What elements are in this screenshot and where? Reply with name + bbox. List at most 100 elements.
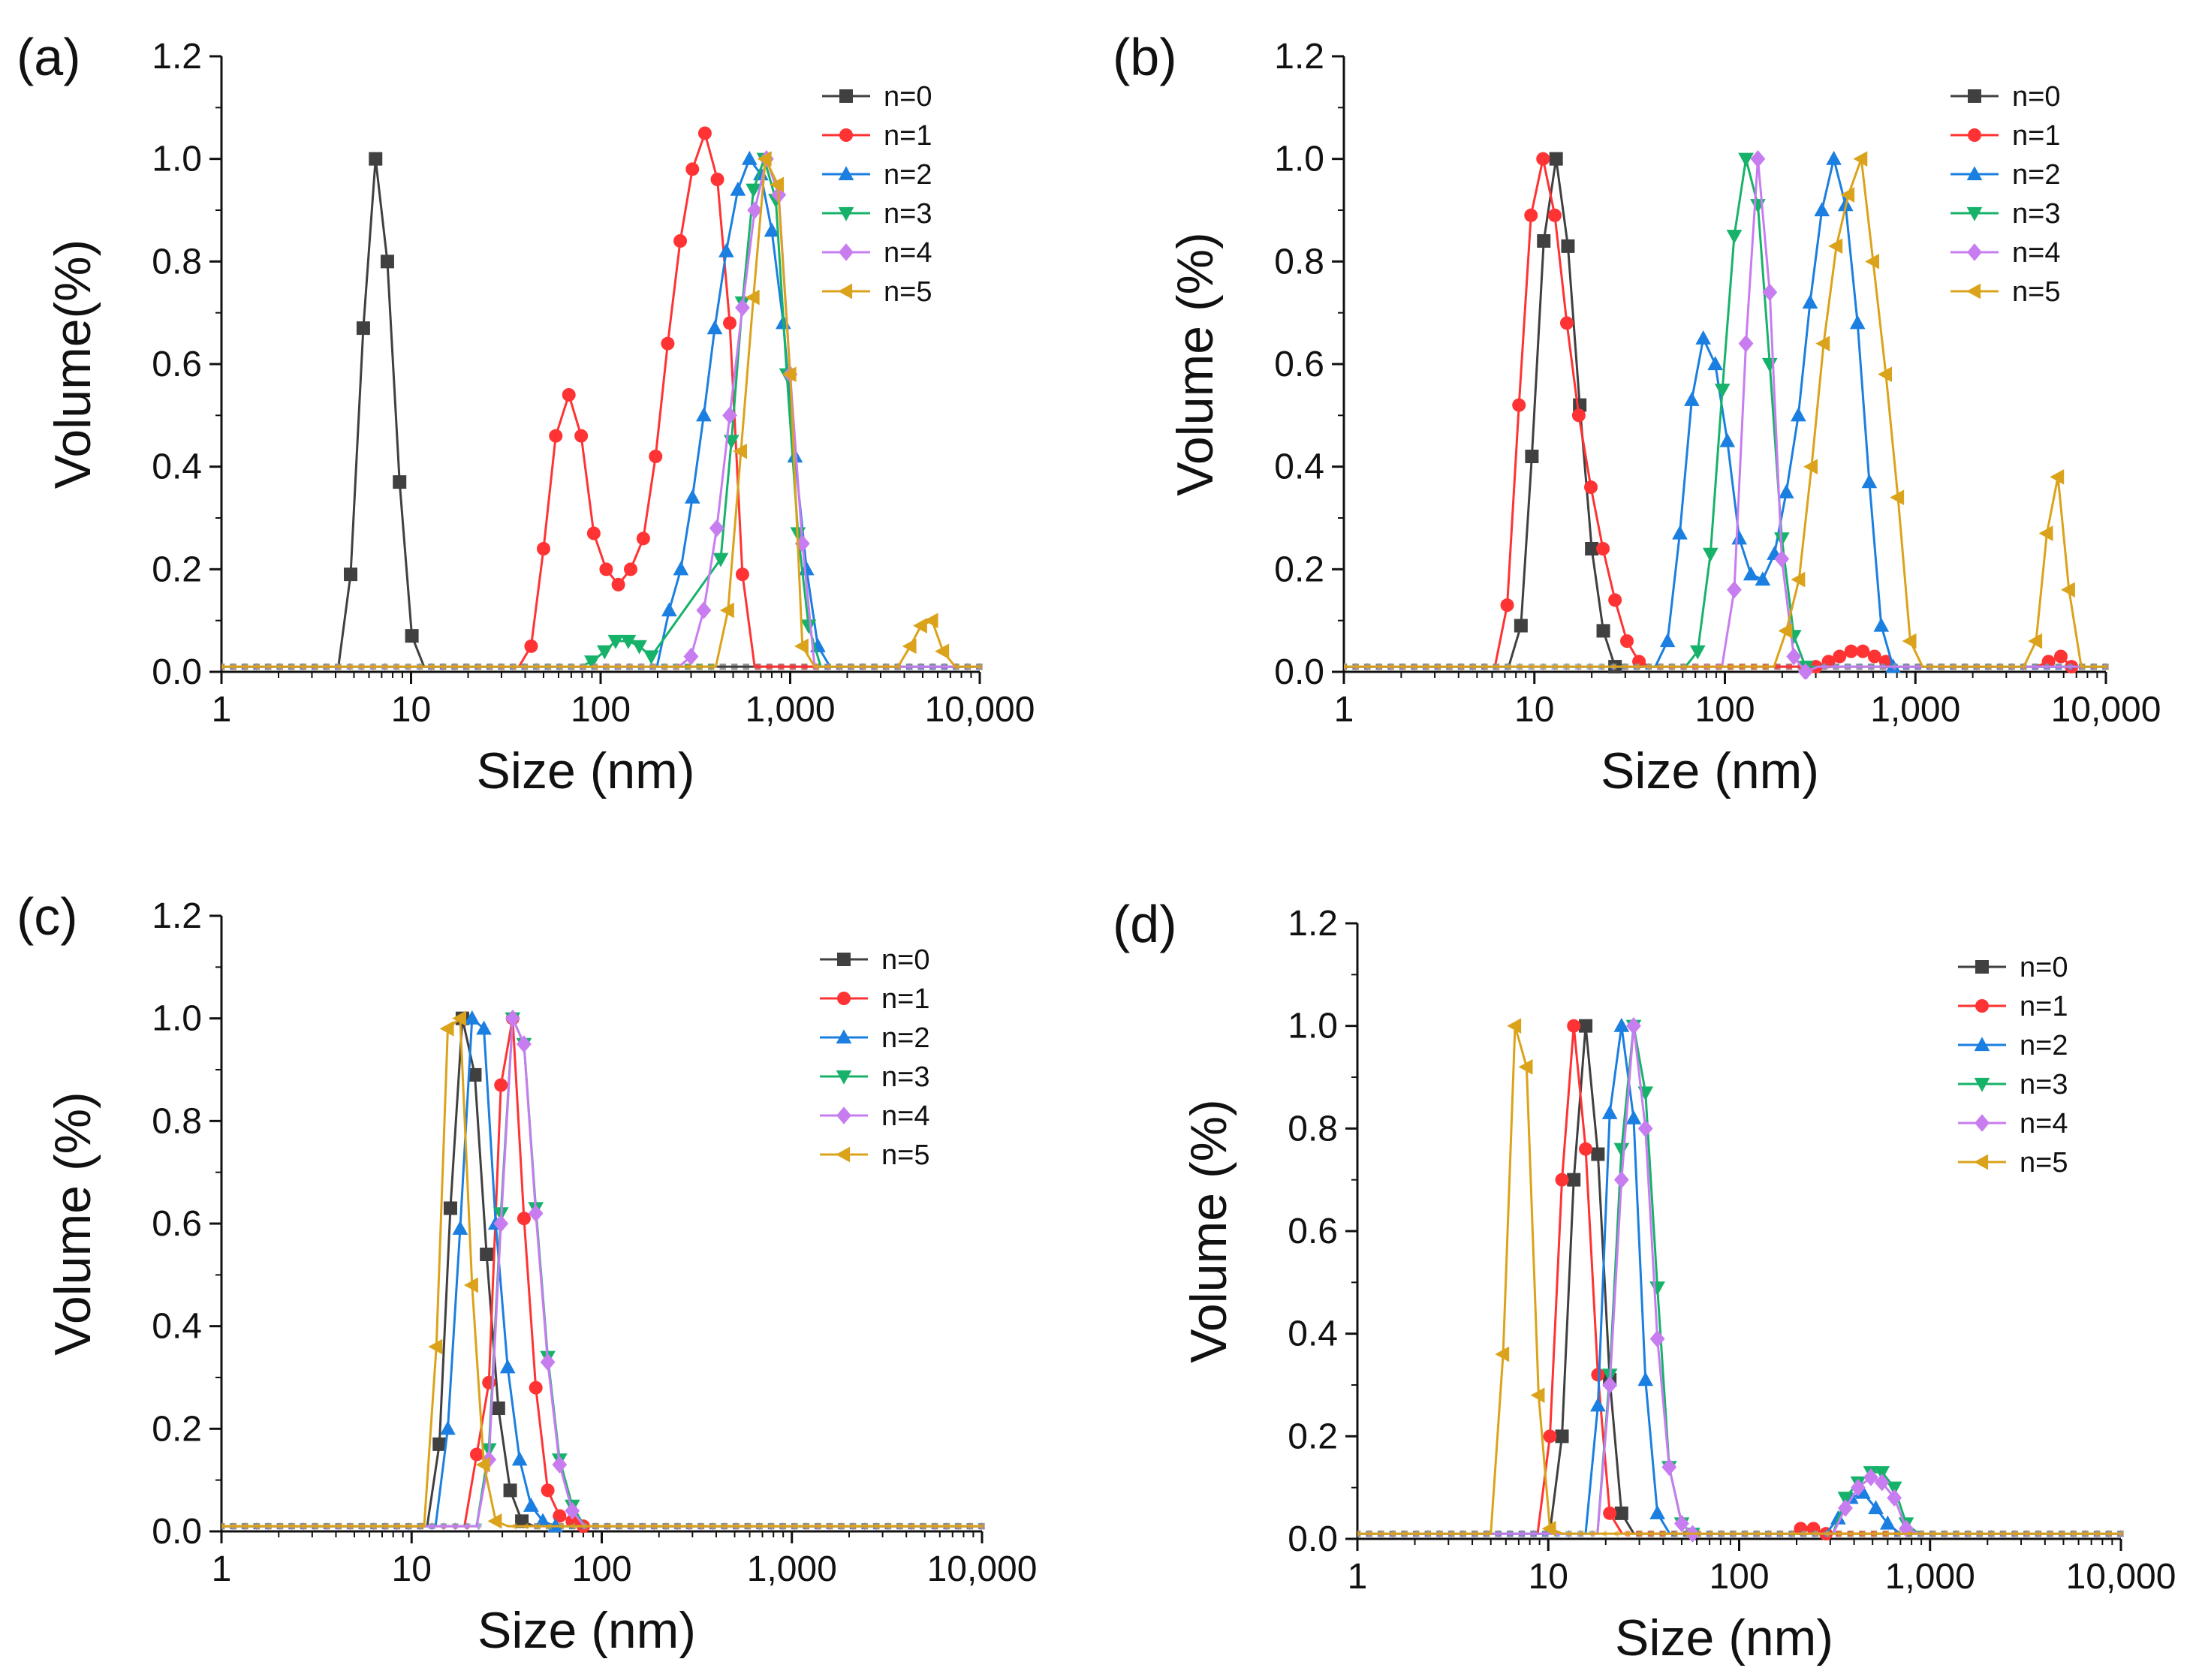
- panel-a-series-line: [221, 158, 980, 668]
- panel-a-baseline-marker: [859, 663, 866, 670]
- legend-label: n=4: [884, 237, 932, 269]
- panel-a-baseline-marker: [637, 663, 644, 670]
- panel-d-data-point: [1518, 1058, 1533, 1075]
- panel-a-data-point: [344, 568, 358, 582]
- legend-label: n=3: [2012, 198, 2060, 230]
- panel-a-baseline-marker: [684, 663, 691, 670]
- panel-d-baseline-marker: [2116, 1530, 2124, 1537]
- panel-b-data-point: [1549, 152, 1563, 166]
- panel-d-data-point: [1637, 1371, 1654, 1386]
- panel-b-baseline-marker: [1516, 663, 1523, 670]
- panel-b-data-point: [1856, 644, 1870, 658]
- panel-b-baseline-marker: [2066, 662, 2074, 671]
- legend-label: n=2: [884, 159, 932, 191]
- panel-a-baseline-marker: [602, 663, 610, 670]
- panel-c-baseline-marker: [697, 1522, 704, 1530]
- panel-c-baseline-marker: [802, 1522, 809, 1530]
- panel-a-baseline-marker: [789, 663, 797, 670]
- panel-b-baseline-marker: [1667, 663, 1675, 670]
- panel-b-x-tick-label: 10,000: [2051, 690, 2161, 730]
- panel-d-baseline-marker: [2093, 1530, 2100, 1537]
- panel-b-baseline-marker: [1774, 663, 1781, 670]
- panel-d-x-tick-label: 10: [1529, 1557, 1568, 1597]
- panel-d-baseline-marker: [1670, 1530, 1677, 1537]
- panel-c-plot-area: [221, 1009, 986, 1534]
- panel-c-data-point: [452, 1010, 466, 1027]
- panel-d-baseline-marker: [1611, 1530, 1619, 1537]
- panel-a-data-point: [369, 152, 383, 166]
- panel-a-baseline-marker: [695, 663, 703, 670]
- panel-c-y-tick-label: 1.0: [152, 999, 202, 1039]
- legend-label: n=2: [2012, 159, 2060, 191]
- panel-d-baseline-marker: [1940, 1530, 1947, 1537]
- panel-b-series-line: [1344, 158, 2106, 673]
- panel-b-baseline-marker: [1996, 663, 2003, 670]
- panel-d-baseline-marker: [1752, 1530, 1760, 1537]
- panel-b-baseline-marker: [1738, 663, 1746, 670]
- panel-b-data-point: [1750, 149, 1766, 168]
- panel-b-legend-item: n=4: [1950, 237, 2060, 269]
- panel-a-data-point: [697, 126, 712, 140]
- panel-d-data-point: [1868, 1500, 1884, 1515]
- panel-c-series-n=3: [221, 1012, 986, 1531]
- panel-d-baseline-marker: [2023, 1530, 2030, 1537]
- panel-d-data-point: [1879, 1515, 1896, 1530]
- panel-b-y-axis-title: Volume (%): [1167, 232, 1224, 495]
- panel-d-x-tick-label: 1: [1348, 1557, 1368, 1597]
- panel-b-data-point: [1826, 150, 1842, 165]
- panel-c-data-point: [499, 1359, 516, 1374]
- panel-c-baseline-marker: [743, 1522, 751, 1530]
- panel-a-baseline-marker: [661, 663, 667, 670]
- panel-b-data-point: [1684, 392, 1700, 406]
- panel-d-baseline-marker: [1423, 1530, 1431, 1537]
- panel-b-data-point: [1585, 542, 1599, 555]
- panel-a-baseline-marker: [731, 663, 738, 670]
- panel-b-data-point: [1853, 151, 1868, 167]
- panel-d-baseline-marker: [1357, 1530, 1360, 1537]
- legend-label: n=1: [881, 983, 929, 1015]
- panel-b-baseline-marker: [1375, 663, 1382, 670]
- panel-a-legend-item: n=1: [822, 120, 932, 152]
- panel-b-baseline-marker: [2101, 663, 2109, 670]
- legend-label: n=5: [881, 1140, 929, 1171]
- panel-d-baseline-marker: [1999, 1530, 2006, 1537]
- panel-b-data-point: [1727, 580, 1742, 599]
- panel-b-data-point: [1714, 384, 1731, 398]
- panel-b-baseline-marker: [2032, 662, 2039, 671]
- panel-a-data-point: [733, 443, 748, 459]
- panel-a-x-tick-label: 10: [391, 690, 431, 730]
- panel-b-data-point: [1702, 547, 1719, 562]
- panel-d-baseline-marker: [1893, 1530, 1901, 1537]
- panel-d-data-point: [1851, 1478, 1866, 1497]
- panel-a-data-point: [810, 638, 826, 652]
- panel-c-y-axis-title: Volume (%): [44, 1091, 101, 1355]
- panel-b-baseline-marker: [1691, 663, 1698, 670]
- panel-d-y-tick-label: 0.6: [1288, 1212, 1338, 1251]
- panel-d-baseline-marker: [1482, 1530, 1490, 1537]
- panel-c-data-point: [503, 1483, 517, 1498]
- panel-a-data-point: [599, 562, 613, 577]
- legend-label: n=4: [2012, 237, 2060, 269]
- panel-d-baseline-marker: [1400, 1530, 1408, 1537]
- panel-b-x-axis-title: Size (nm): [1601, 742, 1819, 799]
- panel-a-data-point: [607, 634, 624, 649]
- panel-b-data-point: [1802, 294, 1818, 309]
- panel-a-baseline-marker: [952, 663, 959, 670]
- panel-a-data-point: [673, 561, 689, 576]
- panel-d-baseline-marker: [1811, 1530, 1818, 1537]
- panel-d-baseline-marker: [1729, 1530, 1737, 1537]
- panel-d-baseline-marker: [1682, 1530, 1689, 1537]
- panel-b-legend-item: n=5: [1950, 276, 2060, 308]
- panel-a-baseline-marker: [299, 663, 306, 670]
- panel-c-baseline-marker: [872, 1522, 879, 1530]
- panel-d-baseline-marker: [1905, 1530, 1912, 1537]
- panel-d-data-point: [1614, 1506, 1628, 1520]
- panel-d-data-point: [1530, 1387, 1545, 1404]
- panel-a-baseline-marker: [369, 663, 376, 670]
- panel-d-legend-item: n=5: [1958, 1147, 2068, 1179]
- legend-marker-swatch: [836, 1029, 852, 1044]
- panel-c-baseline-marker: [556, 1522, 564, 1530]
- panel-d-series-n=4: [1357, 1016, 2124, 1543]
- panel-b-data-point: [1596, 624, 1610, 638]
- panel-b-series-line: [1344, 158, 2106, 668]
